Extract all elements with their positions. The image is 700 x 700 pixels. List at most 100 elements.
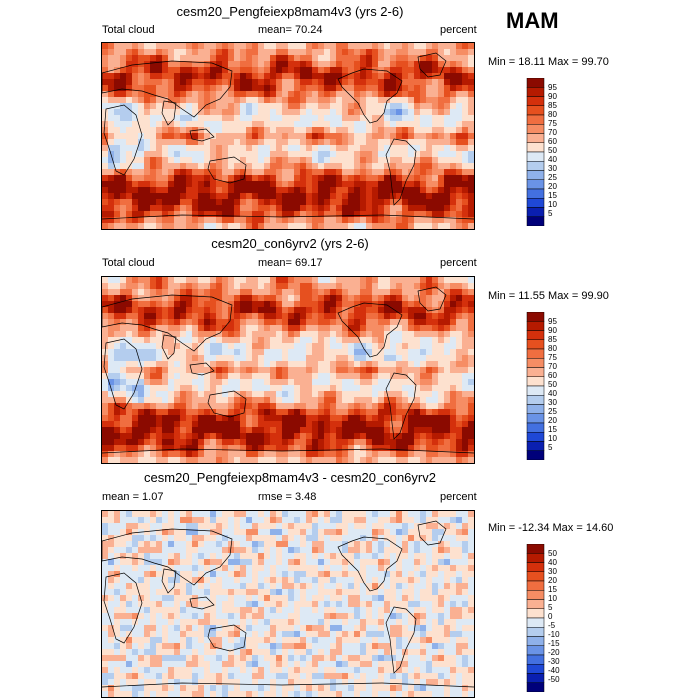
map-cell — [120, 559, 127, 566]
map-cell — [162, 559, 169, 566]
map-cell — [408, 601, 415, 608]
map-cell — [318, 175, 325, 182]
map-cell — [180, 319, 187, 326]
map-cell — [444, 277, 451, 284]
map-cell — [264, 349, 271, 356]
map-cell — [222, 607, 229, 614]
map-cell — [228, 115, 235, 122]
map-cell — [270, 349, 277, 356]
map-cell — [162, 193, 169, 200]
map-cell — [354, 517, 361, 524]
map-cell — [240, 451, 247, 458]
map-cell — [402, 301, 409, 308]
map-cell — [228, 445, 235, 452]
map-cell — [162, 283, 169, 290]
map-cell — [252, 367, 259, 374]
map-cell — [156, 67, 163, 74]
map-cell — [450, 49, 457, 56]
map-cell — [444, 535, 451, 542]
map-cell — [438, 169, 445, 176]
map-cell — [276, 595, 283, 602]
map-cell — [390, 217, 397, 224]
map-cell — [306, 589, 313, 596]
map-cell — [462, 517, 469, 524]
map-cell — [144, 61, 151, 68]
map-cell — [180, 403, 187, 410]
map-cell — [342, 553, 349, 560]
map-cell — [354, 553, 361, 560]
map-cell — [228, 49, 235, 56]
map-cell — [264, 121, 271, 128]
map-cell — [102, 415, 109, 422]
map-cell — [402, 565, 409, 572]
map-cell — [306, 91, 313, 98]
map-cell — [444, 331, 451, 338]
map-cell — [384, 79, 391, 86]
map-cell — [288, 211, 295, 218]
map-cell — [138, 301, 145, 308]
map-cell — [420, 427, 427, 434]
map-cell — [126, 595, 133, 602]
map-cell — [318, 199, 325, 206]
map-cell — [402, 397, 409, 404]
map-cell — [444, 175, 451, 182]
map-cell — [174, 523, 181, 530]
map-cell — [372, 61, 379, 68]
map-cell — [198, 289, 205, 296]
map-cell — [192, 523, 199, 530]
map-cell — [384, 175, 391, 182]
map-cell — [330, 187, 337, 194]
map-cell — [318, 517, 325, 524]
map-cell — [366, 283, 373, 290]
map-cell — [144, 361, 151, 368]
map-cell — [174, 571, 181, 578]
map-cell — [264, 409, 271, 416]
map-cell — [156, 181, 163, 188]
map-cell — [258, 511, 265, 518]
map-cell — [420, 541, 427, 548]
map-cell — [198, 61, 205, 68]
map-cell — [444, 517, 451, 524]
map-cell — [360, 121, 367, 128]
map-cell — [384, 205, 391, 212]
map-cell — [228, 523, 235, 530]
map-cell — [348, 547, 355, 554]
map-cell — [270, 547, 277, 554]
map-cell — [138, 85, 145, 92]
map-cell — [144, 577, 151, 584]
map-cell — [120, 211, 127, 218]
map-cell — [390, 535, 397, 542]
map-cell — [114, 601, 121, 608]
map-cell — [258, 115, 265, 122]
map-cell — [156, 427, 163, 434]
map-cell — [450, 547, 457, 554]
map-cell — [138, 283, 145, 290]
map-cell — [276, 367, 283, 374]
map-cell — [456, 313, 463, 320]
map-cell — [144, 55, 151, 62]
map-cell — [318, 421, 325, 428]
map-cell — [306, 457, 313, 463]
map-cell — [222, 337, 229, 344]
map-cell — [372, 181, 379, 188]
map-cell — [468, 181, 474, 188]
map-cell — [312, 577, 319, 584]
map-cell — [240, 43, 247, 50]
map-cell — [372, 217, 379, 224]
map-cell — [162, 535, 169, 542]
map-cell — [348, 331, 355, 338]
map-cell — [258, 151, 265, 158]
map-cell — [156, 337, 163, 344]
map-cell — [186, 157, 193, 164]
map-cell — [414, 205, 421, 212]
map-cell — [270, 451, 277, 458]
map-cell — [390, 457, 397, 463]
map-cell — [276, 199, 283, 206]
map-cell — [348, 205, 355, 212]
map-cell — [420, 313, 427, 320]
map-cell — [300, 61, 307, 68]
map-cell — [276, 301, 283, 308]
map-cell — [204, 43, 211, 50]
coastline — [161, 100, 177, 126]
map-cell — [384, 433, 391, 440]
